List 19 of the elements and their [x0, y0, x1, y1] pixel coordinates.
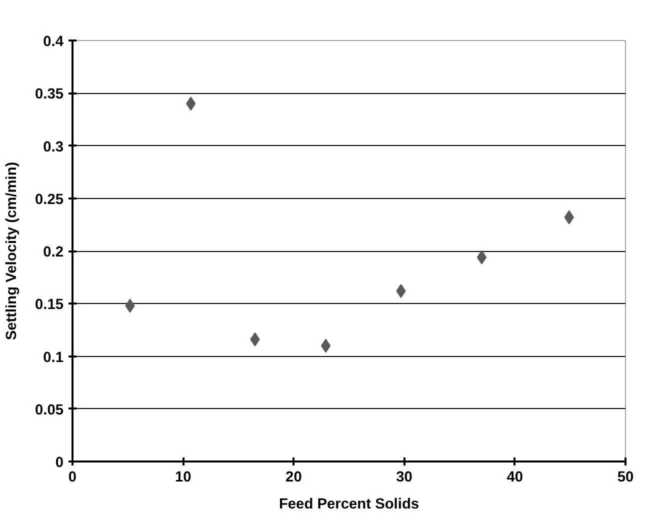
y-tick-label: 0.4 [43, 34, 64, 50]
point [320, 338, 331, 353]
y-tick-label: 0.35 [34, 86, 64, 103]
y-tick-label: 0.3 [43, 139, 64, 156]
y-tick-label: 0.1 [43, 350, 64, 366]
point [476, 250, 487, 264]
y-tick-label: 0 [55, 455, 64, 471]
y-tick-label: 0.25 [34, 192, 64, 208]
y-tick-label: 0.2 [43, 244, 64, 260]
y-tick-label: 0.05 [34, 402, 64, 418]
x-tick-label: 0 [68, 470, 77, 486]
x-tick-label: 30 [396, 470, 412, 486]
x-tick-label: 50 [617, 470, 634, 486]
x-tick-label: 40 [506, 470, 524, 486]
x-axis-title: Feed Percent Solids [278, 496, 420, 512]
y-axis-title: Settling Velocity (cm/min) [4, 162, 20, 340]
x-tick-label: 10 [174, 470, 192, 486]
y-tick-label: 0.15 [34, 297, 64, 314]
x-tick-label: 20 [286, 470, 302, 486]
